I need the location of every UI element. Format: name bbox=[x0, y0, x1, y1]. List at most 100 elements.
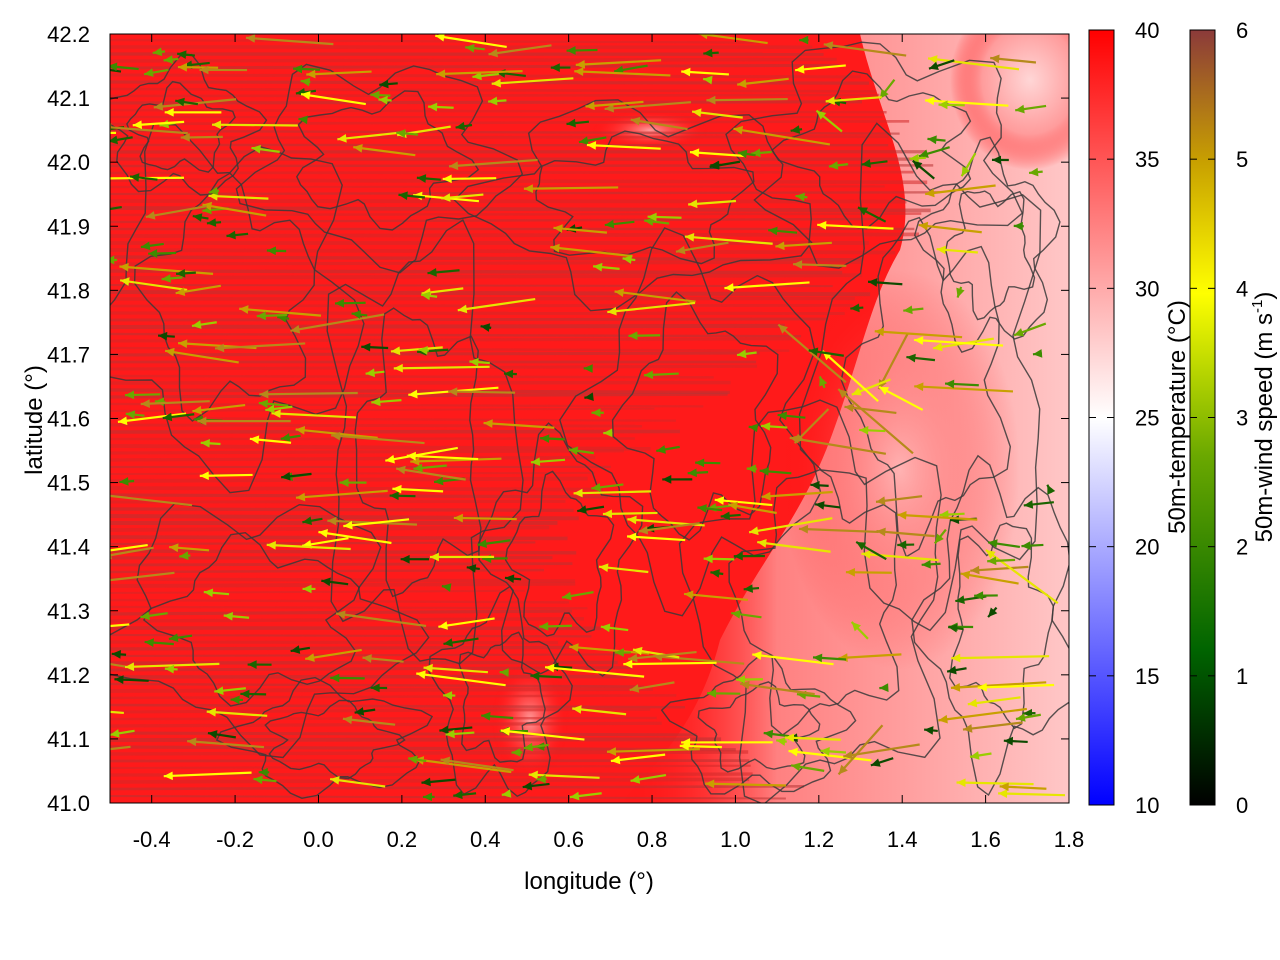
wind-vector bbox=[223, 611, 250, 621]
wind-vector bbox=[362, 654, 404, 663]
wind-vector-head bbox=[918, 149, 929, 158]
wind-streak bbox=[110, 317, 827, 322]
wind-vector-head bbox=[168, 633, 179, 642]
wind-vector bbox=[439, 725, 473, 735]
wind-vector-head bbox=[795, 192, 805, 202]
contour-line bbox=[771, 70, 972, 230]
wind-vector bbox=[442, 174, 497, 184]
wind-vector-head bbox=[799, 35, 809, 45]
wind-vector-head bbox=[798, 524, 809, 534]
wind-vector bbox=[928, 59, 955, 70]
wind-vector-shaft bbox=[335, 612, 427, 627]
wind-vector-head bbox=[466, 564, 477, 573]
wind-vector bbox=[820, 747, 847, 756]
wind-vector bbox=[253, 775, 277, 785]
wind-vector bbox=[125, 410, 145, 420]
wind-vector-head bbox=[740, 680, 750, 690]
wind-vector bbox=[628, 331, 661, 341]
wind-vector bbox=[918, 146, 950, 158]
wind-vector-shaft bbox=[748, 517, 833, 534]
wind-vector bbox=[445, 729, 475, 739]
wind-vector bbox=[427, 268, 460, 277]
wind-vector-head bbox=[761, 422, 771, 431]
wind-vector-head bbox=[550, 63, 560, 72]
wind-vector bbox=[481, 711, 514, 721]
wind-vector bbox=[239, 305, 322, 317]
wind-vector-shaft bbox=[913, 338, 1004, 347]
wind-vector-head bbox=[759, 467, 769, 476]
wind-vector-head bbox=[751, 148, 761, 158]
wind-vector-shaft bbox=[187, 740, 265, 749]
wind-vector-head bbox=[950, 683, 961, 692]
wind-vector-head bbox=[573, 488, 583, 498]
wind-vector bbox=[626, 532, 686, 542]
wind-vector bbox=[906, 353, 936, 363]
wind-vector-shaft bbox=[757, 541, 831, 553]
wind-vector-head bbox=[647, 212, 657, 222]
wind-vector bbox=[643, 370, 679, 380]
wind-vector bbox=[843, 743, 920, 760]
x-tick-label: 0.6 bbox=[553, 827, 584, 852]
wind-vector bbox=[818, 376, 828, 389]
wind-vector-head bbox=[197, 416, 207, 426]
wind-streak bbox=[110, 449, 624, 455]
wind-vector-head bbox=[562, 591, 572, 601]
wind-vector-head bbox=[630, 116, 641, 126]
wind-vector-head bbox=[354, 707, 365, 716]
wind-vector bbox=[191, 320, 217, 329]
wind-vector-head bbox=[214, 686, 224, 695]
wind-vector-head bbox=[110, 255, 115, 265]
wind-vector bbox=[720, 511, 741, 521]
wind-vector-head bbox=[120, 277, 130, 286]
wind-streak bbox=[110, 589, 525, 595]
wind-vector-head bbox=[162, 412, 173, 422]
wind-vector-head bbox=[874, 327, 885, 337]
wind-vector bbox=[466, 564, 480, 573]
y-tick-label: 41.1 bbox=[47, 727, 90, 752]
wind-vector bbox=[814, 501, 841, 510]
wind-vector bbox=[799, 35, 809, 45]
wind-vector-shaft bbox=[614, 290, 696, 303]
wind-vector-head bbox=[321, 577, 331, 587]
wind-vector-head bbox=[838, 389, 848, 399]
wind-vector-head bbox=[938, 100, 948, 110]
y-tick-label: 42.1 bbox=[47, 86, 90, 111]
wind-vector-head bbox=[912, 160, 923, 170]
wind-vector bbox=[163, 55, 179, 64]
wind-vector-head bbox=[960, 570, 971, 580]
wind-vector-shaft bbox=[714, 498, 773, 507]
wind-streak bbox=[110, 645, 577, 651]
wind-vector-head bbox=[258, 767, 268, 777]
wind-vector bbox=[867, 278, 903, 287]
wind-vector-head bbox=[418, 346, 428, 355]
x-tick-label: 1.2 bbox=[804, 827, 835, 852]
wind-vector bbox=[684, 232, 773, 245]
wind-vector-head bbox=[53, 625, 62, 634]
wind-vector bbox=[544, 663, 645, 678]
wind-vector-shaft bbox=[733, 127, 831, 146]
wind-vector-head bbox=[175, 287, 186, 296]
wind-vector-head bbox=[566, 46, 576, 55]
wind-vector bbox=[175, 97, 199, 107]
wind-vector-head bbox=[632, 646, 643, 656]
wind-vector-head bbox=[438, 621, 448, 630]
wind-vector-shaft bbox=[628, 650, 697, 661]
wind-vector bbox=[110, 729, 135, 738]
wind-vector-head bbox=[293, 64, 303, 74]
wind-vector-shaft bbox=[843, 743, 920, 758]
contour-line bbox=[458, 631, 546, 763]
wind-vector bbox=[453, 513, 517, 523]
wind-vector bbox=[161, 274, 183, 283]
wind-vector-head bbox=[125, 662, 135, 672]
wind-vector bbox=[119, 262, 214, 275]
wind-streak bbox=[110, 653, 618, 658]
wind-vector bbox=[400, 554, 429, 564]
wind-vector-head bbox=[662, 475, 672, 484]
wind-vector bbox=[266, 540, 351, 551]
wind-vector-shaft bbox=[574, 70, 671, 77]
wind-vector bbox=[909, 153, 926, 163]
wind-vector-head bbox=[733, 125, 744, 135]
wind-vector-shaft bbox=[145, 205, 207, 219]
wind-vector bbox=[214, 686, 246, 695]
wind-vector bbox=[398, 191, 425, 200]
